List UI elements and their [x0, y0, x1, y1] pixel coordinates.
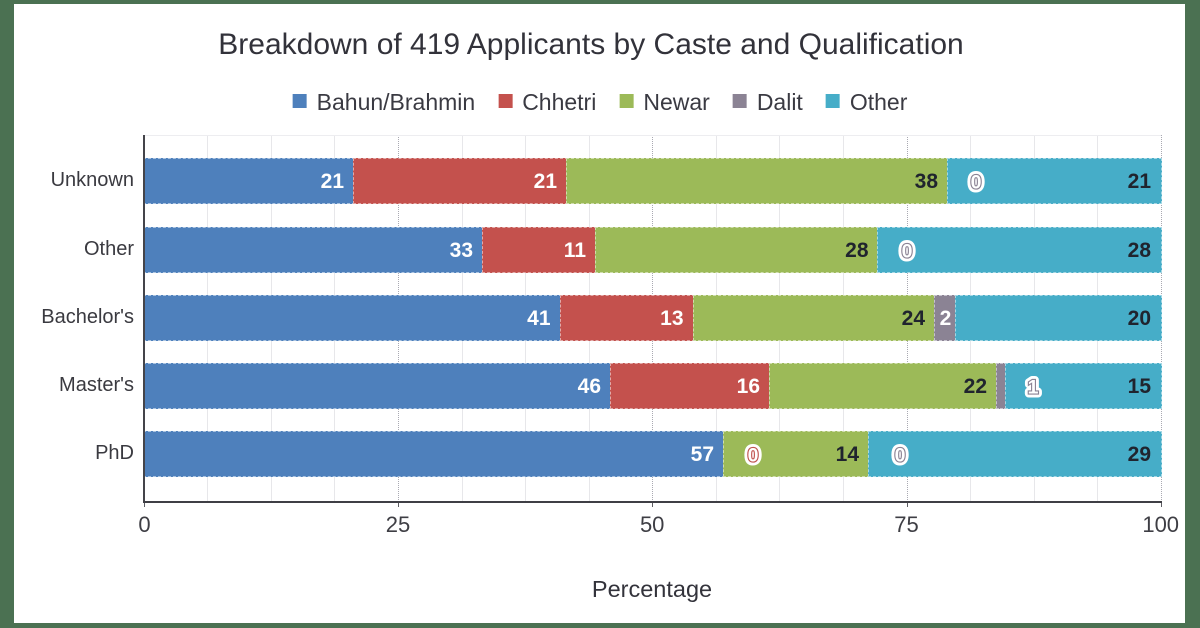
svg-text:1: 1 [1028, 377, 1039, 399]
svg-text:0: 0 [971, 172, 982, 194]
svg-text:0: 0 [901, 240, 912, 262]
svg-text:0: 0 [748, 445, 759, 467]
svg-text:0: 0 [901, 240, 912, 262]
svg-text:0: 0 [971, 172, 982, 194]
svg-text:0: 0 [895, 445, 906, 467]
svg-text:1: 1 [1028, 377, 1039, 399]
svg-text:0: 0 [748, 445, 759, 467]
svg-text:0: 0 [895, 445, 906, 467]
